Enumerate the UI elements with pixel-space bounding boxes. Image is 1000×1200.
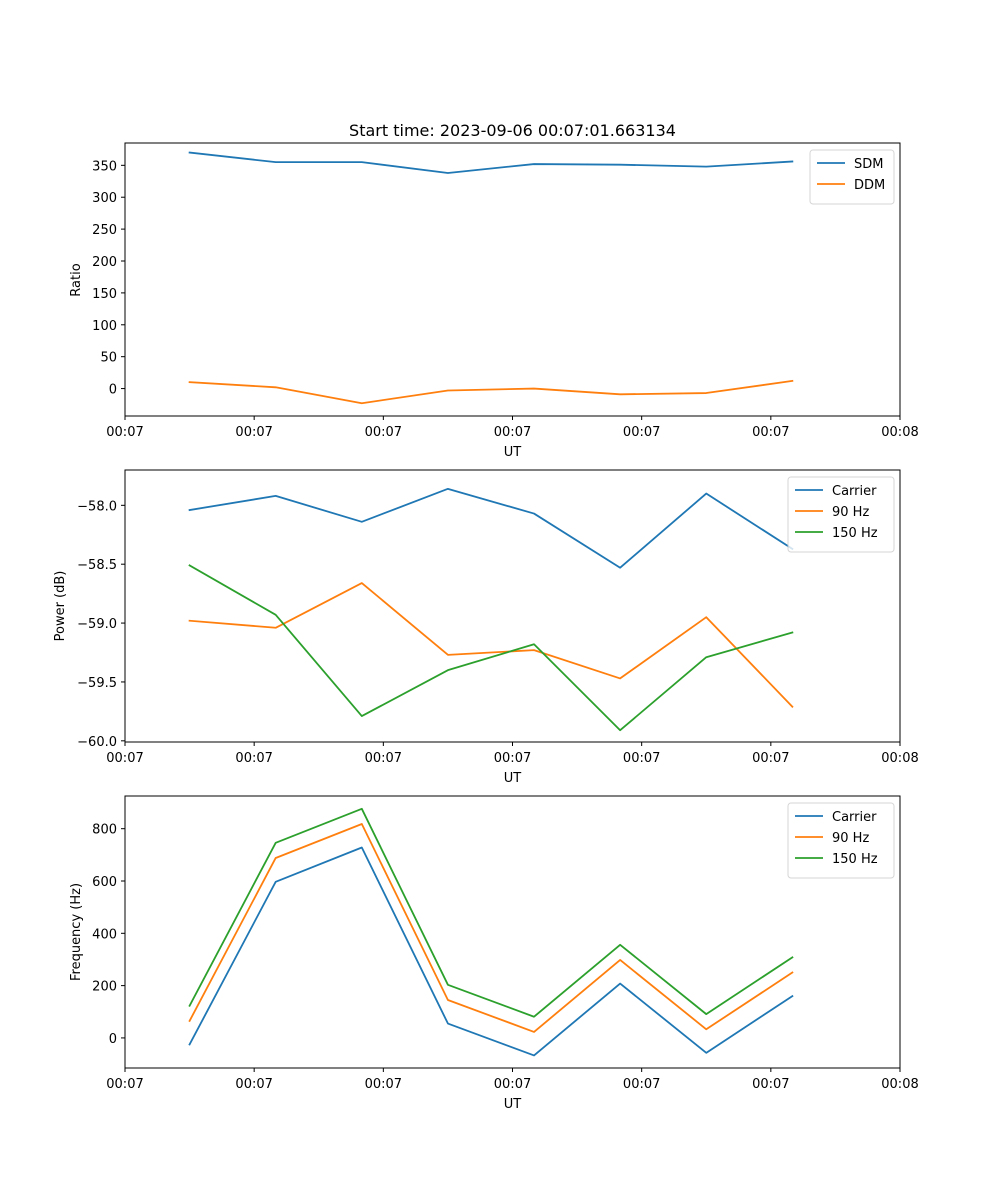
ratio-panel-legend-label-ddm: DDM bbox=[854, 178, 885, 193]
power-panel-legend-label-90-hz: 90 Hz bbox=[832, 505, 869, 520]
power-panel-legend-label-carrier: Carrier bbox=[832, 484, 877, 499]
frequency-panel-legend-label-carrier: Carrier bbox=[832, 810, 877, 825]
ratio-panel-y-tick-label: 100 bbox=[92, 319, 117, 334]
ratio-panel-x-tick-label: 00:08 bbox=[881, 425, 918, 440]
ratio-panel-y-tick-label: 350 bbox=[92, 159, 117, 174]
frequency-panel-x-tick-label: 00:07 bbox=[623, 1077, 660, 1092]
frequency-panel-y-tick-label: 0 bbox=[109, 1032, 117, 1047]
frequency-panel-x-tick-label: 00:07 bbox=[235, 1077, 272, 1092]
ratio-panel: UT Ratio 00:07 00:07 00:07 00:07 00:07 00:07 0… bbox=[69, 142, 919, 460]
ratio-panel-x-tick-label: 00:07 bbox=[752, 425, 789, 440]
frequency-panel-x-tick-label: 00:07 bbox=[106, 1077, 143, 1092]
ratio-panel-y-tick-label: 200 bbox=[92, 255, 117, 270]
power-panel-y-tick-label: −59.0 bbox=[77, 617, 117, 632]
power-panel-series-carrier bbox=[188, 487, 794, 569]
frequency-panel-series-150-hz bbox=[188, 807, 794, 1018]
frequency-panel-y-tick-label: 800 bbox=[92, 823, 117, 838]
frequency-panel: UT Frequency (Hz) 00:07 00:07 00:07 00:07 00… bbox=[69, 795, 919, 1112]
frequency-panel-series-carrier bbox=[188, 846, 794, 1057]
power-panel: UT Power (dB) 00:07 00:07 00:07 00:07 00:07 0… bbox=[53, 469, 919, 786]
power-panel-x-tick-label: 00:07 bbox=[235, 751, 272, 766]
ratio-panel-xlabel: UT bbox=[504, 445, 522, 460]
frequency-panel-x-tick-label: 00:07 bbox=[365, 1077, 402, 1092]
ratio-panel-x-tick-label: 00:07 bbox=[365, 425, 402, 440]
power-panel-y-tick-label: −59.5 bbox=[77, 676, 117, 691]
power-panel-legend bbox=[787, 476, 895, 553]
ratio-panel-y-tick-label: 250 bbox=[92, 223, 117, 238]
ratio-panel-x-tick-label: 00:07 bbox=[623, 425, 660, 440]
ratio-panel-series-ddm bbox=[188, 379, 794, 405]
power-panel-xlabel: UT bbox=[504, 771, 522, 786]
frequency-panel-x-tick-label: 00:07 bbox=[494, 1077, 531, 1092]
ratio-panel-ylabel: Ratio bbox=[69, 263, 84, 296]
frequency-panel-x-tick-label: 00:07 bbox=[752, 1077, 789, 1092]
power-panel-y-tick-label: −60.0 bbox=[77, 735, 117, 750]
power-panel-x-tick-label: 00:07 bbox=[106, 751, 143, 766]
ratio-panel-legend-label-sdm: SDM bbox=[854, 157, 883, 172]
frequency-panel-legend bbox=[787, 802, 895, 879]
ratio-panel-x-tick-label: 00:07 bbox=[235, 425, 272, 440]
power-panel-x-tick-label: 00:07 bbox=[623, 751, 660, 766]
frequency-panel-y-tick-label: 400 bbox=[92, 927, 117, 942]
frequency-panel-y-tick-label: 600 bbox=[92, 875, 117, 890]
frequency-panel-ylabel: Frequency (Hz) bbox=[69, 883, 84, 981]
ratio-panel-series-sdm bbox=[188, 151, 794, 174]
ratio-panel-x-tick-label: 00:07 bbox=[494, 425, 531, 440]
power-panel-x-tick-label: 00:07 bbox=[752, 751, 789, 766]
power-panel-y-tick-label: −58.0 bbox=[77, 499, 117, 514]
power-panel-legend-label-150-hz: 150 Hz bbox=[832, 526, 878, 541]
frequency-panel-series-90-hz bbox=[188, 823, 794, 1033]
chart-title: Start time: 2023-09-06 00:07:01.663134 bbox=[349, 121, 676, 140]
frequency-panel-legend-label-150-hz: 150 Hz bbox=[832, 852, 878, 867]
ratio-panel-y-tick-label: 0 bbox=[109, 383, 117, 398]
power-panel-series-150-hz bbox=[188, 564, 794, 732]
power-panel-x-tick-label: 00:07 bbox=[365, 751, 402, 766]
frequency-panel-y-tick-label: 200 bbox=[92, 980, 117, 995]
power-panel-ylabel: Power (dB) bbox=[53, 571, 68, 642]
power-panel-x-tick-label: 00:07 bbox=[494, 751, 531, 766]
ratio-panel-x-tick-label: 00:07 bbox=[106, 425, 143, 440]
frequency-panel-x-tick-label: 00:08 bbox=[881, 1077, 918, 1092]
ratio-panel-y-tick-label: 300 bbox=[92, 191, 117, 206]
power-panel-y-tick-label: −58.5 bbox=[77, 558, 117, 573]
power-panel-series-90-hz bbox=[188, 582, 794, 708]
frequency-panel-legend-label-90-hz: 90 Hz bbox=[832, 831, 869, 846]
ratio-panel-y-tick-label: 150 bbox=[92, 287, 117, 302]
ratio-panel-y-tick-label: 50 bbox=[100, 351, 117, 366]
frequency-panel-xlabel: UT bbox=[504, 1097, 522, 1112]
power-panel-x-tick-label: 00:08 bbox=[881, 751, 918, 766]
